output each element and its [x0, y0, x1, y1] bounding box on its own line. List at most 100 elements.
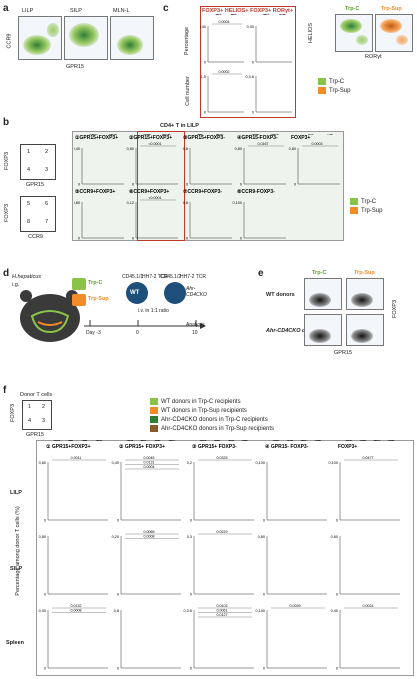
f-col-title-1: ② GPR15+ FOXP3+	[119, 444, 165, 450]
f-chart-2-3-point-2-1	[304, 440, 307, 441]
b-chart-1-3-tick-max: 0,100	[232, 201, 242, 205]
f-chart-0-3: 0 0,100	[255, 440, 327, 523]
legend-mid: Trp-C Trp-Sup	[350, 198, 382, 216]
f-chart-2-3-tick-0: 0	[263, 667, 265, 671]
f-chart-2-2-point-1-2	[218, 440, 220, 441]
legend-f: WT donors in Trp-C recipients WT donors …	[150, 398, 274, 434]
panel-e-letter: e	[258, 268, 264, 279]
d-donor2-top: CD45.1/2	[160, 274, 182, 280]
b-chart-1-2-tick-max: 0,8	[183, 201, 188, 205]
f-chart-1-4-point-0-2	[346, 440, 349, 441]
f-chart-2-4-point-3-0	[388, 440, 391, 441]
f-chart-1-3: 00,80	[258, 440, 327, 597]
f-chart-2-3-point-1-1	[289, 440, 291, 441]
f-chart-0-1-point-0-4	[129, 440, 132, 441]
c-chart-0-1-point-0-1	[267, 14, 270, 15]
f-chart-1-0-point-1-3	[70, 440, 73, 441]
f-chart-2-1-point-1-1	[140, 440, 143, 441]
c-row-cellnumber: Cell number	[184, 76, 191, 106]
f-chart-2-0-point-2-3	[83, 440, 85, 441]
legend-f-3: Ahr-CD4CKO donors in Trp-Sup recipients	[161, 426, 275, 433]
b-chart-1-0-tick-0: 0	[78, 237, 80, 241]
c-chart-1-0-pval-0: 0.0002	[219, 70, 230, 74]
f-chart-2-3-tick-max: 0,100	[255, 609, 265, 613]
b-chart-1-1-tick-0: 0	[132, 237, 134, 241]
c-chart-1-0-point-1-3	[232, 14, 235, 15]
f-chart-2-3-point-3-4	[319, 440, 322, 441]
f-chart-1-0-tick-max: 0,80	[39, 535, 46, 539]
f-chart-0-1-point-3-3	[168, 440, 171, 441]
b-chart-0-4-point-0-0	[308, 134, 310, 135]
f-chart-0-4: 0 0,100 0.0477	[328, 440, 400, 523]
b-chart-1-1-point-0-3	[145, 134, 148, 135]
d-injection: i.v. in 1:1 ratio	[138, 308, 169, 314]
f-chart-2-3-point-2-4	[303, 440, 306, 441]
c-flow-yaxis: HELIOS	[308, 22, 315, 44]
b-chart-1-2-point-1-2	[216, 134, 219, 135]
f-chart-0-2: 0 0,2 0.0325	[187, 440, 254, 523]
legend-mid-trpsup: Trp-Sup	[361, 208, 383, 215]
b-chart-0-3-pval-0: 0.0167	[258, 142, 269, 146]
c-chart-1-0-tick-max: 0,1.5	[200, 75, 206, 79]
f-chart-2-4-point-0-2	[348, 440, 350, 441]
f-chart-1-2-tick-max: 0,3	[187, 535, 192, 539]
f-chart-2-4-point-1-4	[364, 440, 366, 441]
b-chart-0-0: ①GPR15+FOXP3+ 0 0,40	[74, 134, 124, 187]
d-diet1: Trp-C	[88, 280, 103, 286]
c-chart-0-1-tick-0: 0	[252, 61, 254, 65]
b-chart-0-3-point-1-1	[272, 134, 274, 135]
c-chart-1-0-point-0-2	[219, 14, 222, 15]
f-chart-0-2-point-3-2	[243, 440, 246, 441]
f-chart-2-2-point-0-2	[203, 440, 206, 441]
b-chart-1-2-point-0-2	[198, 134, 201, 135]
c-chart-1-1-point-0-2	[267, 14, 269, 15]
b-chart-0-3: ④GPR15-FOXP3- 0 0,80 0.0167	[235, 134, 286, 187]
f-chart-2-0-point-2-2	[82, 440, 85, 441]
f-chart-1-2-point-2-2	[230, 440, 233, 441]
f-chart-1-2-pval-0: 0.0229	[217, 530, 228, 534]
d-donor2: Ahr-CD4CKO	[186, 286, 207, 298]
legend-top: Trp-C Trp-Sup	[318, 78, 350, 96]
f-chart-1-1-pval-0: 0.0065	[144, 530, 155, 534]
c-chart-0-0-tick-0: 0	[204, 61, 206, 65]
mouse-icon	[20, 290, 80, 342]
f-chart-2-4-point-3-1	[389, 440, 392, 441]
b-chart-0-3-point-0-4	[257, 134, 260, 135]
b-chart-0-3-tick-0: 0	[240, 183, 242, 187]
f-chart-1-1-tick-max: 0,20	[112, 535, 119, 539]
b-chart-1-1-point-0-4	[147, 134, 150, 135]
f-chart-1-4: 00,80	[331, 440, 400, 597]
f-chart-0-2-tick-max: 0,2	[187, 461, 192, 465]
b-chart-0-1: ②GPR15+FOXP3+ 0 0,80 <0.0001	[127, 134, 178, 187]
f-chart-2-2-pval-0: 0.0103	[217, 604, 228, 608]
f-chart-2-1-point-2-2	[154, 440, 157, 441]
f-chart-2-0-point-0-1	[57, 440, 60, 441]
f-chart-2-4-tick-max: 0,40	[331, 609, 338, 613]
b-chart-1-0-point-1-2	[115, 134, 117, 135]
f-row-spleen: Spleen	[6, 640, 25, 646]
f-chart-2-0-pval-1: 0.0008	[71, 609, 82, 613]
f-chart-2-2-point-0-1	[200, 440, 203, 441]
f-chart-0-1-point-3-4	[173, 440, 176, 441]
b-chart-1-3-title: ⑧CCR9-FOXP3-	[237, 189, 275, 195]
f-chart-1-0-point-0-1	[54, 440, 57, 441]
f-chart-2-2-point-3-4	[242, 440, 245, 441]
b-chart-1-0-point-0-0	[89, 134, 92, 135]
panel-b-quads: FOXP3 1 2 4 3 GPR15 FOXP3 5 6 8 7 CCR9	[4, 140, 70, 240]
b-chart-0-3-title: ④GPR15-FOXP3-	[237, 135, 278, 141]
e-col-trpsup: Trp-Sup	[354, 270, 375, 276]
b-chart-1-1-title: ⑥CCR9+FOXP3+	[129, 189, 169, 195]
tissue-lilp: LILP	[22, 8, 34, 14]
b-chart-0-4-tick-0: 0	[294, 183, 296, 187]
f-row-lilp: LILP	[10, 490, 22, 496]
f-chart-1-2-point-1-4	[216, 440, 219, 441]
d-donor1-tcr: HH7-2 TCR	[142, 274, 169, 280]
b-chart-0-1-pval-0: <0.0001	[148, 142, 161, 146]
c-chart-1-1-point-1-4	[281, 14, 284, 15]
f-chart-1-0-point-0-3	[53, 440, 56, 441]
f-chart-2-0-tick-max: 0,30	[39, 609, 46, 613]
f-chart-2-4-point-0-1	[349, 440, 352, 441]
f-chart-2-2-point-2-0	[228, 440, 231, 441]
b-chart-1-0-tick-max: 0,80	[74, 201, 80, 205]
